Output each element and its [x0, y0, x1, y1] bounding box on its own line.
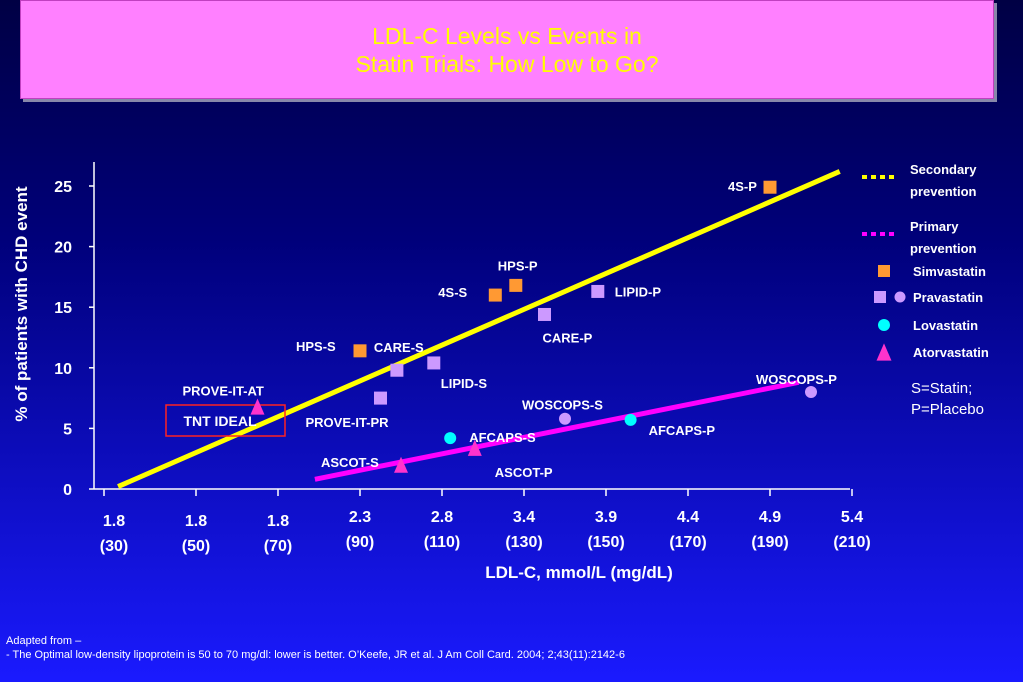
point-label-woscops-p: WOSCOPS-P	[756, 372, 837, 387]
legend-label-simvastatin: Simvastatin	[913, 264, 986, 279]
y-tick-label: 5	[63, 421, 72, 438]
y-tick-label: 0	[63, 482, 72, 499]
x-axis-title: LDL-C, mmol/L (mg/dL)	[485, 563, 673, 582]
point-label-prove-it-pr: PROVE-IT-PR	[306, 415, 390, 430]
x-tick-label-mmol: 3.4	[513, 509, 535, 526]
legend-line-label-1-b: prevention	[910, 241, 977, 256]
point-hps-s	[353, 344, 367, 358]
point-label-afcaps-p: AFCAPS-P	[649, 423, 716, 438]
point-ascot-p	[467, 439, 482, 456]
x-tick-label-mmol: 1.8	[267, 513, 289, 530]
point-4s-s	[488, 288, 502, 302]
x-tick-label-mgdl: (50)	[182, 538, 210, 555]
point-label-hps-p: HPS-P	[498, 258, 538, 273]
point-hps-p	[509, 278, 523, 292]
point-label-woscops-s: WOSCOPS-S	[522, 398, 603, 413]
point-label-care-p: CARE-P	[543, 330, 593, 345]
x-tick-label-mgdl: (110)	[424, 534, 460, 551]
point-afcaps-p	[624, 413, 637, 426]
point-prove-it-at	[250, 398, 265, 415]
legend-marker-lovastatin	[878, 319, 890, 331]
tnt-ideal-box	[165, 404, 286, 437]
legend-marker-simvastatin	[878, 265, 890, 277]
point-care-p	[538, 307, 551, 321]
legend-line-label-0-a: Secondary	[910, 162, 977, 177]
secondary-prevention-line	[117, 169, 841, 489]
x-tick-label-mmol: 3.9	[595, 509, 617, 526]
point-woscops-p	[805, 386, 817, 399]
legend-label-atorvastatin: Atorvastatin	[913, 345, 989, 360]
point-lipid-s	[427, 356, 441, 370]
legend-label-pravastatin: Pravastatin	[913, 290, 983, 305]
point-label-prove-it-at: PROVE-IT-AT	[183, 384, 264, 399]
x-tick-label-mgdl: (90)	[346, 534, 374, 551]
point-label-care-s: CARE-S	[374, 340, 424, 355]
legend-note-line-2: P=Placebo	[911, 401, 984, 418]
title-box: LDL-C Levels vs Events in Statin Trials:…	[20, 0, 994, 99]
point-label-ascot-s: ASCOT-S	[321, 455, 379, 470]
point-label-4s-s: 4S-S	[438, 285, 467, 300]
legend-marker-atorvastatin	[876, 343, 892, 361]
point-lipid-p	[591, 284, 605, 298]
legend-line-label-0-b: prevention	[910, 184, 977, 199]
y-tick-label: 10	[54, 361, 72, 378]
point-afcaps-s	[444, 432, 457, 445]
point-prove-it-pr	[374, 391, 387, 405]
x-tick-label-mgdl: (210)	[833, 534, 870, 551]
point-ascot-s	[394, 456, 408, 473]
x-tick-label-mgdl: (150)	[587, 534, 624, 551]
point-label-ascot-p: ASCOT-P	[495, 465, 553, 480]
primary-prevention-line	[314, 379, 800, 482]
point-label-4s-p: 4S-P	[728, 179, 757, 194]
point-care-s	[390, 363, 404, 377]
y-tick-label: 25	[54, 179, 72, 196]
x-tick-label-mgdl: (170)	[669, 534, 706, 551]
x-tick-label-mgdl: (130)	[505, 534, 542, 551]
y-tick-label: 20	[54, 240, 72, 257]
point-label-lipid-s: LIPID-S	[441, 376, 488, 391]
x-tick-label-mmol: 5.4	[841, 509, 863, 526]
legend-marker-pravastatin-square	[874, 291, 886, 303]
x-tick-label-mgdl: (190)	[751, 534, 788, 551]
x-tick-label-mgdl: (30)	[100, 538, 128, 555]
x-tick-label-mmol: 4.9	[759, 509, 781, 526]
x-tick-label-mmol: 4.4	[677, 509, 699, 526]
tnt-ideal-label: TNT IDEAL	[183, 413, 257, 429]
legend-label-lovastatin: Lovastatin	[913, 318, 978, 333]
x-tick-label-mgdl: (70)	[264, 538, 292, 555]
title-line-2: Statin Trials: How Low to Go?	[355, 50, 659, 77]
point-label-lipid-p: LIPID-P	[615, 284, 662, 299]
x-tick-label-mmol: 1.8	[103, 513, 125, 530]
point-woscops-s	[559, 412, 571, 425]
x-tick-label-mmol: 2.3	[349, 509, 371, 526]
footnote-source: Adapted from –	[6, 635, 82, 647]
point-label-afcaps-s: AFCAPS-S	[469, 430, 536, 445]
footnote-text: - The Optimal low-density lipoprotein is…	[6, 649, 625, 661]
x-tick-label-mmol: 1.8	[185, 513, 207, 530]
legend-note-line-1: S=Statin;	[911, 380, 972, 397]
legend-line-label-1-a: Primary	[910, 219, 959, 234]
point-4s-p	[763, 180, 777, 194]
x-tick-label-mmol: 2.8	[431, 509, 453, 526]
legend-marker-pravastatin-circle	[894, 291, 906, 303]
y-tick-label: 15	[54, 300, 72, 317]
point-label-hps-s: HPS-S	[296, 339, 336, 354]
y-axis-title: % of patients with CHD event	[12, 186, 31, 422]
title-line-1: LDL-C Levels vs Events in	[372, 22, 642, 49]
